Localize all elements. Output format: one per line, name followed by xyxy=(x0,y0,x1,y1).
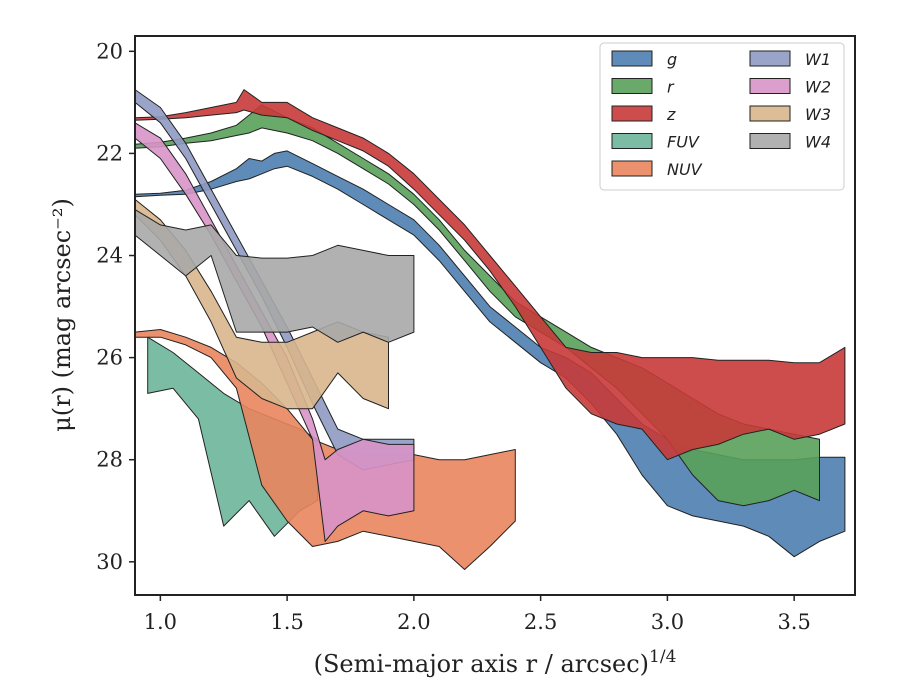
legend-item-nuv: NUV xyxy=(611,160,703,179)
x-tick-label: 2.0 xyxy=(397,610,430,634)
legend-item-w2: W2 xyxy=(749,78,831,97)
y-tick-label: 30 xyxy=(96,550,123,574)
legend-swatch xyxy=(611,133,653,149)
legend-swatch xyxy=(749,133,791,149)
x-tick-label: 2.5 xyxy=(524,610,557,634)
legend-label: r xyxy=(667,78,675,97)
legend-item-w4: W4 xyxy=(749,133,831,152)
legend-label: FUV xyxy=(667,133,700,152)
legend-label: W2 xyxy=(805,78,831,97)
band-w4 xyxy=(134,209,415,343)
legend-item-g: g xyxy=(611,50,677,69)
y-axis-label: μ(r) (mag arcsec⁻²) xyxy=(48,198,76,432)
y-axis-ticks: 20 22 24 26 28 30 xyxy=(96,39,135,574)
x-tick-label: 1.0 xyxy=(144,610,177,634)
legend-item-z: z xyxy=(611,105,676,124)
profile-bands xyxy=(134,89,846,570)
legend-item-w1: W1 xyxy=(749,50,831,69)
y-tick-label: 28 xyxy=(96,448,123,472)
x-tick-label: 3.5 xyxy=(777,610,810,634)
x-tick-label: 3.0 xyxy=(651,610,684,634)
x-axis-label-exponent: 1/4 xyxy=(649,647,676,667)
legend-swatch xyxy=(749,78,791,94)
band-z xyxy=(134,89,846,461)
x-tick-label: 1.5 xyxy=(270,610,303,634)
y-tick-label: 24 xyxy=(96,244,123,268)
y-tick-label: 22 xyxy=(96,141,123,165)
band-w3 xyxy=(134,198,389,410)
legend-swatch xyxy=(749,105,791,122)
legend-item-r: r xyxy=(611,78,675,97)
legend-label: NUV xyxy=(667,160,703,179)
legend-swatch xyxy=(611,105,653,122)
legend-swatch xyxy=(749,50,791,67)
y-tick-label: 20 xyxy=(96,39,123,63)
legend-item-fuv: FUV xyxy=(611,133,700,152)
y-tick-label: 26 xyxy=(96,346,123,370)
legend: grz FUV NUV W1 W2 W3 W4 xyxy=(599,42,845,191)
x-axis-label: (Semi-major axis r / arcsec)1/4 xyxy=(314,647,677,678)
x-axis-ticks: 1.0 1.5 2.0 2.5 3.0 3.5 xyxy=(144,595,811,634)
legend-swatch xyxy=(611,78,653,94)
legend-swatch xyxy=(611,160,653,177)
x-axis-label-text: (Semi-major axis r / arcsec) xyxy=(314,650,649,678)
legend-label: W4 xyxy=(805,133,831,152)
legend-label: W3 xyxy=(805,105,831,124)
legend-label: W1 xyxy=(805,50,831,69)
legend-swatch xyxy=(611,50,653,67)
legend-label: g xyxy=(667,50,677,69)
plot-frame xyxy=(134,35,856,596)
legend-item-w3: W3 xyxy=(749,105,831,124)
legend-label: z xyxy=(666,105,676,124)
